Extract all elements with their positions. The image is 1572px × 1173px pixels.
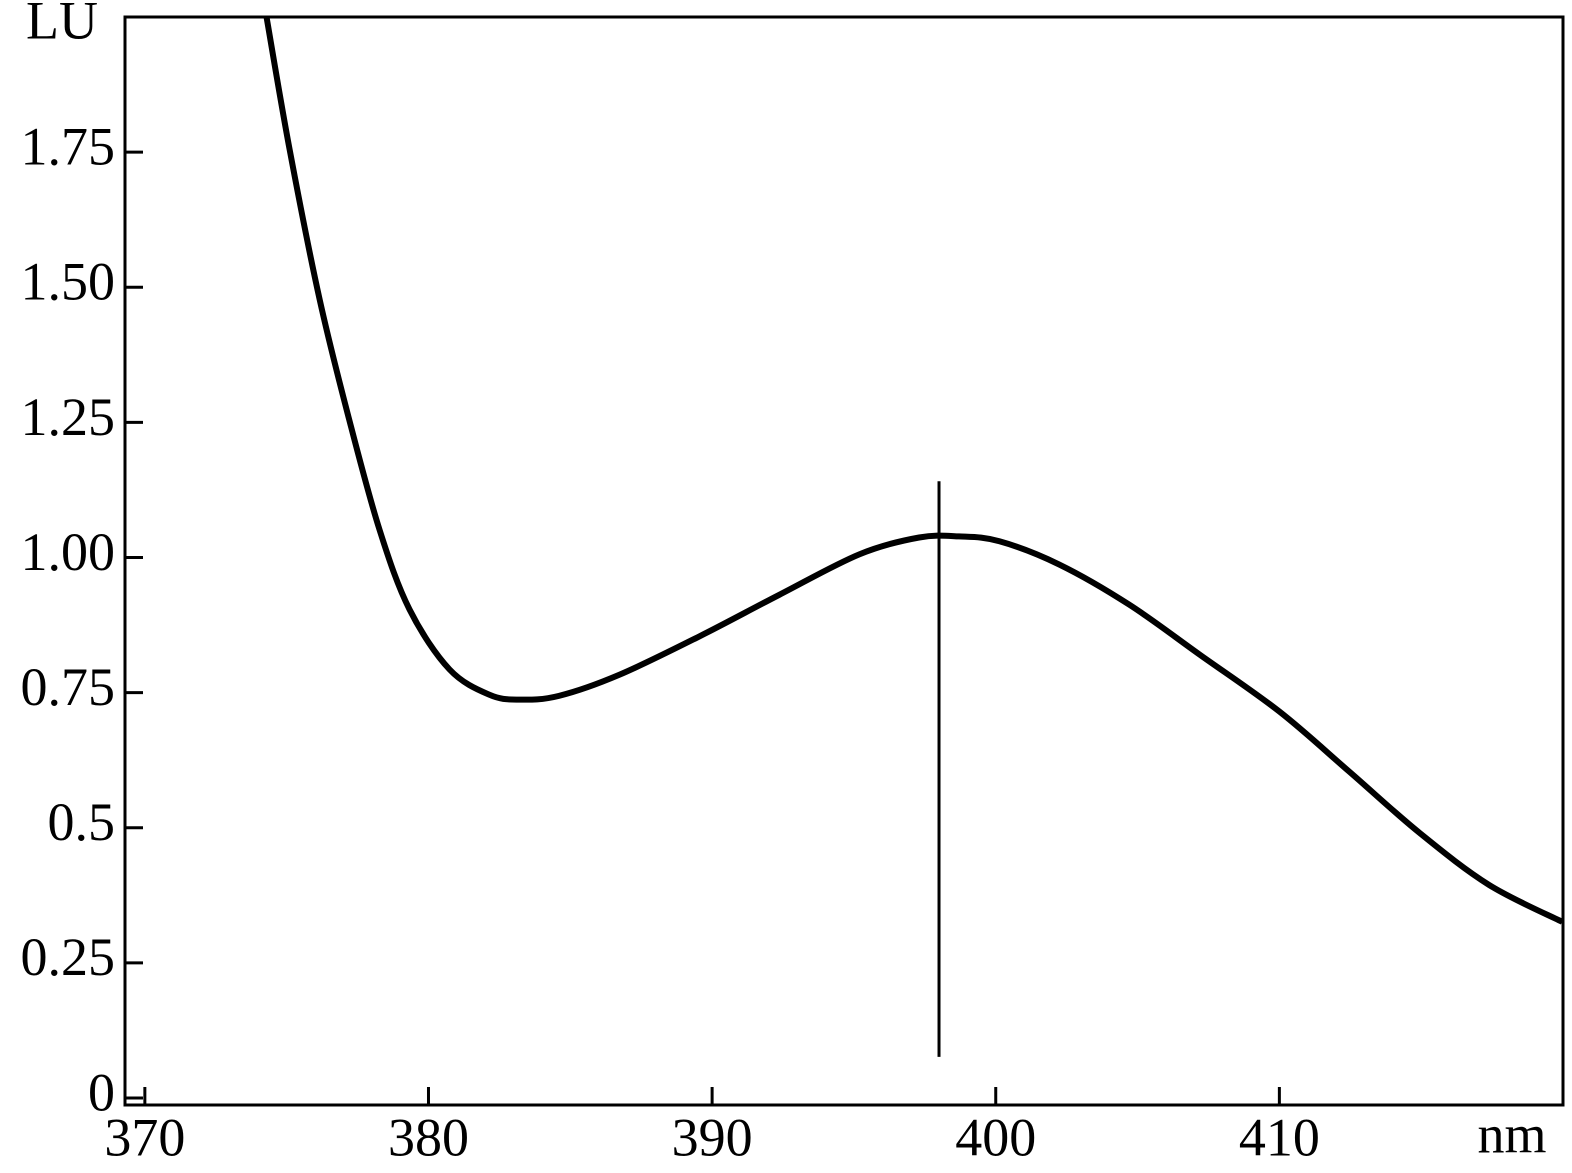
y-axis-label: LU [26,0,98,50]
line-series [263,16,1564,925]
x-tick-label: 390 [672,1107,753,1167]
y-tick-label: 0.5 [48,792,116,852]
x-axis-label: nm [1477,1104,1546,1164]
x-tick-label: 370 [104,1107,185,1167]
x-tick-label: 410 [1239,1107,1320,1167]
plot-frame [123,15,1565,1107]
y-tick-label: 0 [88,1062,115,1122]
y-tick-label: 1.00 [21,522,116,582]
y-tick-label: 0.75 [21,657,116,717]
x-tick-label: 400 [955,1107,1036,1167]
y-tick-label: 0.25 [21,927,116,987]
x-tick-label: 380 [388,1107,469,1167]
y-tick-label: 1.75 [21,117,116,177]
y-tick-label: 1.25 [21,387,116,447]
y-tick-label: 1.50 [21,252,116,312]
